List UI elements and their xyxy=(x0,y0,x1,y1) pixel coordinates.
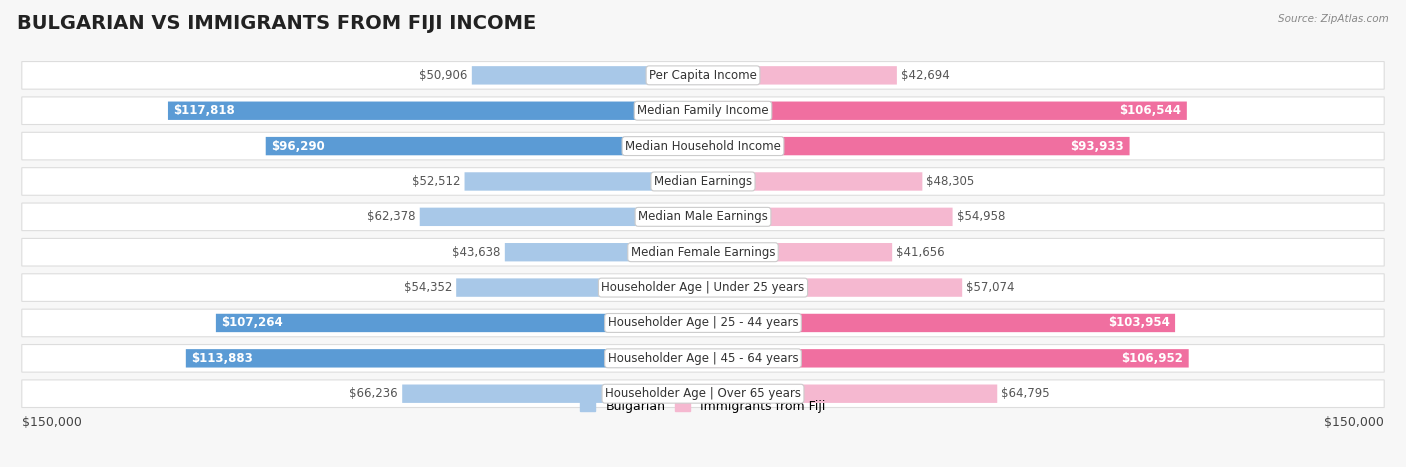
Text: $54,958: $54,958 xyxy=(956,210,1005,223)
FancyBboxPatch shape xyxy=(703,137,1129,156)
Legend: Bulgarian, Immigrants from Fiji: Bulgarian, Immigrants from Fiji xyxy=(575,395,831,418)
Text: $107,264: $107,264 xyxy=(221,317,283,329)
Text: $43,638: $43,638 xyxy=(453,246,501,259)
FancyBboxPatch shape xyxy=(22,345,1384,372)
FancyBboxPatch shape xyxy=(703,66,897,85)
Text: $42,694: $42,694 xyxy=(901,69,949,82)
FancyBboxPatch shape xyxy=(703,243,893,262)
Text: $48,305: $48,305 xyxy=(927,175,974,188)
Text: $113,883: $113,883 xyxy=(191,352,253,365)
Text: Median Family Income: Median Family Income xyxy=(637,104,769,117)
FancyBboxPatch shape xyxy=(22,239,1384,266)
FancyBboxPatch shape xyxy=(22,62,1384,89)
FancyBboxPatch shape xyxy=(402,384,703,403)
Text: Median Male Earnings: Median Male Earnings xyxy=(638,210,768,223)
FancyBboxPatch shape xyxy=(167,101,703,120)
FancyBboxPatch shape xyxy=(464,172,703,191)
Text: $54,352: $54,352 xyxy=(404,281,453,294)
FancyBboxPatch shape xyxy=(456,278,703,297)
Text: Source: ZipAtlas.com: Source: ZipAtlas.com xyxy=(1278,14,1389,24)
FancyBboxPatch shape xyxy=(703,278,962,297)
FancyBboxPatch shape xyxy=(266,137,703,156)
Text: $64,795: $64,795 xyxy=(1001,387,1050,400)
Text: $150,000: $150,000 xyxy=(22,416,82,429)
FancyBboxPatch shape xyxy=(22,168,1384,195)
Text: $106,544: $106,544 xyxy=(1119,104,1181,117)
Text: Median Earnings: Median Earnings xyxy=(654,175,752,188)
Text: $66,236: $66,236 xyxy=(350,387,398,400)
FancyBboxPatch shape xyxy=(22,274,1384,301)
Text: $50,906: $50,906 xyxy=(419,69,468,82)
Text: Householder Age | Over 65 years: Householder Age | Over 65 years xyxy=(605,387,801,400)
Text: Householder Age | 45 - 64 years: Householder Age | 45 - 64 years xyxy=(607,352,799,365)
Text: $103,954: $103,954 xyxy=(1108,317,1170,329)
Text: Per Capita Income: Per Capita Income xyxy=(650,69,756,82)
Text: $41,656: $41,656 xyxy=(896,246,945,259)
Text: Median Female Earnings: Median Female Earnings xyxy=(631,246,775,259)
FancyBboxPatch shape xyxy=(22,309,1384,337)
Text: $96,290: $96,290 xyxy=(271,140,325,153)
FancyBboxPatch shape xyxy=(703,208,953,226)
FancyBboxPatch shape xyxy=(420,208,703,226)
Text: $62,378: $62,378 xyxy=(367,210,416,223)
Text: Median Household Income: Median Household Income xyxy=(626,140,780,153)
Text: $117,818: $117,818 xyxy=(173,104,235,117)
FancyBboxPatch shape xyxy=(186,349,703,368)
FancyBboxPatch shape xyxy=(703,314,1175,332)
Text: $150,000: $150,000 xyxy=(1324,416,1384,429)
Text: $52,512: $52,512 xyxy=(412,175,460,188)
FancyBboxPatch shape xyxy=(22,203,1384,231)
FancyBboxPatch shape xyxy=(703,172,922,191)
FancyBboxPatch shape xyxy=(472,66,703,85)
FancyBboxPatch shape xyxy=(505,243,703,262)
FancyBboxPatch shape xyxy=(703,384,997,403)
Text: Householder Age | Under 25 years: Householder Age | Under 25 years xyxy=(602,281,804,294)
FancyBboxPatch shape xyxy=(22,380,1384,408)
FancyBboxPatch shape xyxy=(22,132,1384,160)
Text: $93,933: $93,933 xyxy=(1070,140,1125,153)
Text: $106,952: $106,952 xyxy=(1122,352,1184,365)
FancyBboxPatch shape xyxy=(703,349,1188,368)
Text: $57,074: $57,074 xyxy=(966,281,1015,294)
FancyBboxPatch shape xyxy=(217,314,703,332)
Text: BULGARIAN VS IMMIGRANTS FROM FIJI INCOME: BULGARIAN VS IMMIGRANTS FROM FIJI INCOME xyxy=(17,14,536,33)
FancyBboxPatch shape xyxy=(22,97,1384,125)
FancyBboxPatch shape xyxy=(703,101,1187,120)
Text: Householder Age | 25 - 44 years: Householder Age | 25 - 44 years xyxy=(607,317,799,329)
